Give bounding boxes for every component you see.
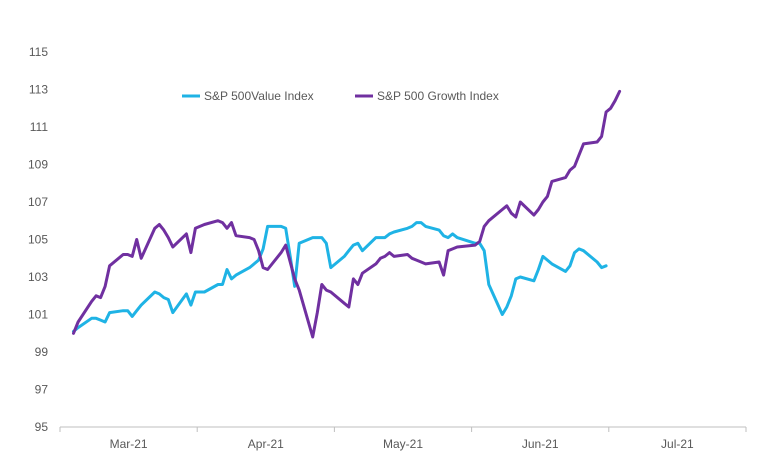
- x-axis: Mar-21 Apr-21 May-21 Jun-21 Jul-21: [59, 426, 747, 451]
- growth-index-line: [72, 89, 622, 339]
- plot-area: [72, 89, 622, 339]
- y-tick-label: 103: [28, 270, 48, 284]
- y-tick-label: 97: [35, 383, 49, 397]
- x-tick-label: Apr-21: [248, 437, 284, 451]
- value-index-line: [72, 221, 608, 333]
- x-tick-label: Jul-21: [661, 437, 694, 451]
- x-tick-label: Jun-21: [522, 437, 559, 451]
- y-tick-label: 101: [28, 308, 48, 322]
- y-tick-label: 109: [28, 158, 48, 172]
- y-axis: 95 97 99 101 103 105 107 109 111 113 115: [28, 45, 48, 434]
- legend-label: S&P 500 Growth Index: [377, 89, 499, 103]
- y-tick-label: 113: [29, 83, 48, 97]
- y-tick-label: 111: [30, 120, 49, 134]
- y-tick-label: 99: [35, 345, 49, 359]
- x-tick-label: May-21: [383, 437, 423, 451]
- y-tick-label: 115: [29, 45, 48, 59]
- legend: S&P 500Value Index S&P 500 Growth Index: [182, 89, 499, 103]
- y-tick-label: 105: [28, 233, 48, 247]
- y-tick-label: 95: [35, 420, 49, 434]
- x-tick-label: Mar-21: [110, 437, 148, 451]
- y-tick-label: 107: [28, 195, 48, 209]
- legend-label: S&P 500Value Index: [204, 89, 314, 103]
